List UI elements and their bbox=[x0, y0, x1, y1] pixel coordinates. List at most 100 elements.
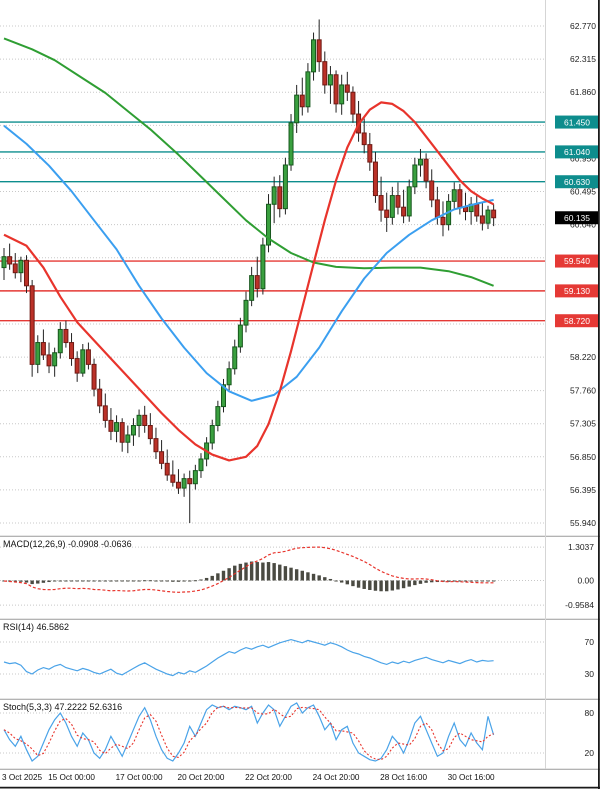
ma-red-line bbox=[3, 101, 495, 462]
candle bbox=[24, 259, 30, 287]
candle bbox=[311, 39, 317, 73]
x-axis-label: 3 Oct 2025 bbox=[2, 773, 43, 782]
candle bbox=[74, 358, 80, 374]
rsi-legend: RSI(14) 46.5862 bbox=[3, 622, 70, 632]
candle bbox=[142, 414, 148, 427]
candle bbox=[350, 91, 356, 115]
candle bbox=[136, 414, 142, 427]
price-axis-label: 55.940 bbox=[570, 518, 596, 528]
resistance-label: 61.040 bbox=[555, 145, 599, 159]
candle bbox=[491, 209, 497, 219]
candle bbox=[226, 368, 232, 386]
candle bbox=[271, 186, 277, 205]
rsi-axis-label: 30 bbox=[585, 669, 595, 679]
resistance-label: 60.630 bbox=[555, 175, 599, 189]
x-axis-label: 20 Oct 20:00 bbox=[178, 773, 225, 782]
x-axis-label: 24 Oct 20:00 bbox=[313, 773, 360, 782]
candle bbox=[40, 342, 46, 356]
svg-text:60.630: 60.630 bbox=[564, 177, 590, 187]
macd-axis-label: 0.00 bbox=[577, 576, 594, 586]
price-axis-label: 60.040 bbox=[570, 220, 596, 230]
candle bbox=[440, 216, 446, 226]
candle bbox=[187, 478, 193, 485]
candle bbox=[29, 285, 35, 365]
support-label: 58.720 bbox=[555, 314, 599, 328]
rsi-panel: 70 30 bbox=[0, 637, 594, 679]
price-axis-label: 56.395 bbox=[570, 485, 596, 495]
macd-axis-label: 1.3037 bbox=[568, 542, 594, 552]
x-axis-label: 22 Oct 20:00 bbox=[245, 773, 292, 782]
x-axis-labels: 3 Oct 2025 15 Oct 00:00 17 Oct 00:00 20 Oct… bbox=[2, 773, 495, 782]
candle bbox=[417, 158, 423, 166]
support-label: 59.540 bbox=[555, 254, 599, 268]
candle bbox=[260, 244, 266, 290]
candle bbox=[1, 256, 7, 269]
x-axis-label: 28 Oct 16:00 bbox=[380, 773, 427, 782]
rsi-axis-label: 70 bbox=[585, 637, 595, 647]
candle bbox=[35, 342, 41, 365]
candle bbox=[209, 425, 215, 444]
candle bbox=[479, 215, 485, 224]
candle bbox=[85, 349, 91, 365]
candle bbox=[288, 122, 294, 166]
candle bbox=[181, 478, 187, 489]
stoch-legend: Stoch(5,3,3) 47.2222 52.6316 bbox=[3, 702, 123, 712]
svg-text:58.720: 58.720 bbox=[564, 316, 590, 326]
candle bbox=[485, 209, 491, 224]
candle bbox=[344, 84, 350, 93]
candle bbox=[401, 206, 407, 217]
candle bbox=[451, 189, 457, 202]
candle bbox=[18, 259, 24, 274]
svg-text:61.040: 61.040 bbox=[564, 147, 590, 157]
candle bbox=[372, 161, 378, 197]
price-axis-label: 58.220 bbox=[570, 352, 596, 362]
candle bbox=[249, 275, 255, 301]
candle bbox=[147, 425, 153, 440]
candle bbox=[282, 164, 288, 210]
stoch-d-line bbox=[3, 705, 494, 761]
price-axis-label: 60.950 bbox=[570, 153, 596, 163]
last-price-label: 60.135 bbox=[555, 211, 599, 225]
svg-text:61.450: 61.450 bbox=[564, 117, 590, 127]
level-labels: 61.450 61.040 60.630 59.540 59.130 58.720 60.1… bbox=[555, 115, 599, 328]
candle bbox=[294, 94, 300, 124]
stoch-axis-label: 80 bbox=[585, 708, 595, 718]
candle bbox=[69, 342, 75, 360]
candle bbox=[406, 186, 412, 217]
price-axis-label: 57.305 bbox=[570, 419, 596, 429]
candle bbox=[175, 481, 181, 489]
candle bbox=[125, 434, 131, 443]
price-axis-labels: 62.770 62.315 61.860 60.950 60.495 60.040 58.2… bbox=[570, 21, 596, 528]
price-axis-label: 62.770 bbox=[570, 21, 596, 31]
x-axis-label: 30 Oct 16:00 bbox=[448, 773, 495, 782]
price-axis-label: 57.760 bbox=[570, 386, 596, 396]
candle bbox=[232, 346, 238, 370]
candle bbox=[220, 384, 226, 408]
candle bbox=[474, 203, 480, 217]
candle bbox=[237, 324, 243, 348]
candle bbox=[316, 39, 322, 63]
candle bbox=[412, 164, 418, 188]
candle bbox=[108, 419, 114, 432]
candle bbox=[367, 144, 373, 163]
candle bbox=[277, 186, 283, 210]
candle bbox=[429, 180, 435, 201]
level-lines bbox=[0, 121, 545, 322]
ma-green-line bbox=[3, 37, 494, 287]
stoch-axis-label: 20 bbox=[585, 748, 595, 758]
support-label: 59.130 bbox=[555, 284, 599, 298]
price-grid bbox=[0, 25, 545, 524]
candle bbox=[215, 406, 221, 427]
macd-line bbox=[3, 546, 494, 593]
candle bbox=[159, 451, 165, 464]
candle bbox=[114, 422, 120, 432]
x-axis-label: 15 Oct 00:00 bbox=[48, 773, 95, 782]
candle bbox=[339, 84, 345, 105]
candles-layer bbox=[1, 19, 497, 524]
svg-text:59.130: 59.130 bbox=[564, 286, 590, 296]
price-axis-label: 62.315 bbox=[570, 54, 596, 64]
candle bbox=[305, 71, 311, 108]
candle bbox=[63, 328, 69, 344]
